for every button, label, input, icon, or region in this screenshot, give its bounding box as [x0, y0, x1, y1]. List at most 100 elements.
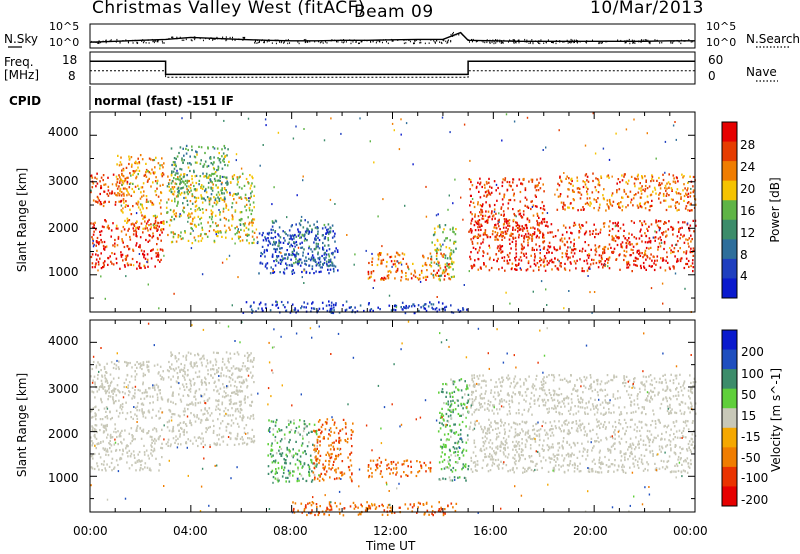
g-heat-power-cell [103, 201, 105, 204]
g-heat-vel-cell [223, 410, 225, 413]
g-heat-power-cell [576, 179, 579, 182]
g-heat-power-cell [594, 186, 597, 189]
g-heat-power-cell [318, 247, 321, 250]
g-heat-power-cell [663, 240, 666, 244]
g-heat-power-cell [251, 175, 253, 178]
g-heat-power-cell [548, 246, 551, 249]
g-heat-power-cell [259, 301, 262, 304]
g-heat-power-cell [115, 193, 117, 197]
g-heat-power-cell [126, 182, 129, 185]
g-heat-vel-cell [170, 385, 172, 388]
g-heat-vel-cell [271, 449, 274, 452]
g-heat-power-cell [277, 244, 280, 247]
g-heat-power-cell [111, 262, 113, 265]
g-heat-power-cell [470, 180, 472, 184]
g-heat-power-cell [174, 173, 176, 177]
g-heat-power-cell [290, 234, 292, 237]
g-heat-power-cell [281, 247, 283, 250]
g-heat-power-cell [442, 231, 444, 234]
g-heat-vel-cell [350, 464, 353, 467]
g-heat-power-cell [285, 232, 287, 236]
g-heat-power-cell [468, 178, 470, 181]
g-heat-power-cell [317, 245, 319, 248]
g-heat-power-cell [593, 198, 595, 201]
g-heat-vel-cell [252, 414, 254, 417]
g-heat-vel-cell [326, 421, 328, 424]
g-heat-vel-cell [142, 468, 144, 471]
g-heat-power-cell [262, 144, 264, 146]
g-heat-power-cell [620, 243, 622, 246]
g-heat-power-cell [278, 239, 280, 242]
g-heat-vel-cell [197, 436, 200, 439]
g-heat-power-cell [449, 228, 452, 231]
g-heat-vel-cell [456, 442, 459, 445]
g-heat-power-cell [136, 267, 138, 270]
g-heat-power-cell [484, 231, 487, 234]
g-heat-power-cell [474, 235, 476, 238]
g-heat-power-cell [641, 224, 644, 227]
g-heat-power-cell [331, 224, 334, 227]
g-heat-power-cell [520, 234, 523, 237]
g-heat-power-cell [619, 181, 621, 184]
g-heat-vel-cell [106, 463, 108, 466]
g-heat-vel-cell [455, 386, 457, 389]
g-heat-vel-cell [239, 369, 241, 372]
g-heat-power-cell [177, 200, 179, 203]
g-heat-power-cell [367, 273, 370, 276]
g-heat-power-cell [568, 181, 570, 185]
g-heat-vel-cell [274, 439, 276, 442]
g-heat-power-cell [412, 262, 414, 265]
g-heat-power-cell [213, 229, 215, 232]
g-heat-power-cell [139, 203, 142, 206]
g-heat-vel-cell [190, 424, 193, 427]
g-heat-power-cell [284, 231, 286, 234]
g-heat-vel-cell [341, 460, 344, 463]
g-heat-vel-cell [193, 383, 195, 386]
g-heat-vel-cell [200, 409, 203, 412]
g-heat-power-cell [536, 234, 538, 237]
g-heat-power-cell [514, 236, 517, 239]
g-heat-vel-cell [114, 427, 117, 430]
g-heat-vel-cell [289, 474, 291, 477]
g-heat-vel-cell [161, 376, 163, 379]
g-heat-vel-cell [270, 444, 273, 447]
g-heat-power-cell [659, 220, 662, 223]
g-heat-power-cell [97, 201, 99, 204]
g-heat-power-cell [202, 185, 205, 188]
g-heat-vel-cell [188, 388, 190, 392]
g-heat-vel-cell [106, 415, 108, 418]
g-heat-power-cell [148, 177, 150, 180]
g-heat-power-cell [268, 241, 271, 244]
g-heat-power-cell [450, 249, 452, 252]
g-heat-vel-cell [375, 465, 378, 468]
g-heat-power-cell [627, 260, 630, 263]
g-heat-power-cell [608, 206, 610, 209]
g-heat-vel-cell [390, 468, 392, 471]
g-heat-vel-cell [117, 376, 120, 379]
g-heat-power-cell [249, 174, 251, 177]
g-heat-vel-cell [228, 399, 231, 402]
g-heat-power-cell [152, 223, 155, 227]
g-heat-power-cell [215, 200, 218, 203]
g-heat-power-cell [535, 236, 538, 239]
g-heat-vel-cell [453, 451, 455, 454]
g-heat-power-cell [625, 128, 628, 131]
g-heat-vel-cell [107, 395, 110, 398]
g-heat-power-cell [139, 236, 142, 239]
g-heat-vel-cell [206, 409, 208, 413]
g-heat-vel-cell [170, 354, 172, 358]
g-heat-power-cell [122, 259, 124, 262]
g-heat-power-cell [136, 226, 139, 229]
g-heat-power-cell [146, 170, 148, 173]
g-heat-vel-cell [185, 354, 188, 357]
g-heat-vel-cell [330, 468, 332, 471]
g-heat-vel-cell [125, 378, 127, 381]
g-heat-vel-cell [200, 437, 202, 440]
g-heat-vel-cell [109, 439, 111, 443]
g-heat-power-cell [134, 185, 137, 188]
g-heat-vel-cell [200, 361, 203, 364]
g-heat-power-cell [586, 201, 589, 204]
g-heat-power-cell [191, 148, 193, 152]
g-heat-power-cell [273, 186, 275, 189]
g-heat-power-cell [119, 180, 121, 183]
